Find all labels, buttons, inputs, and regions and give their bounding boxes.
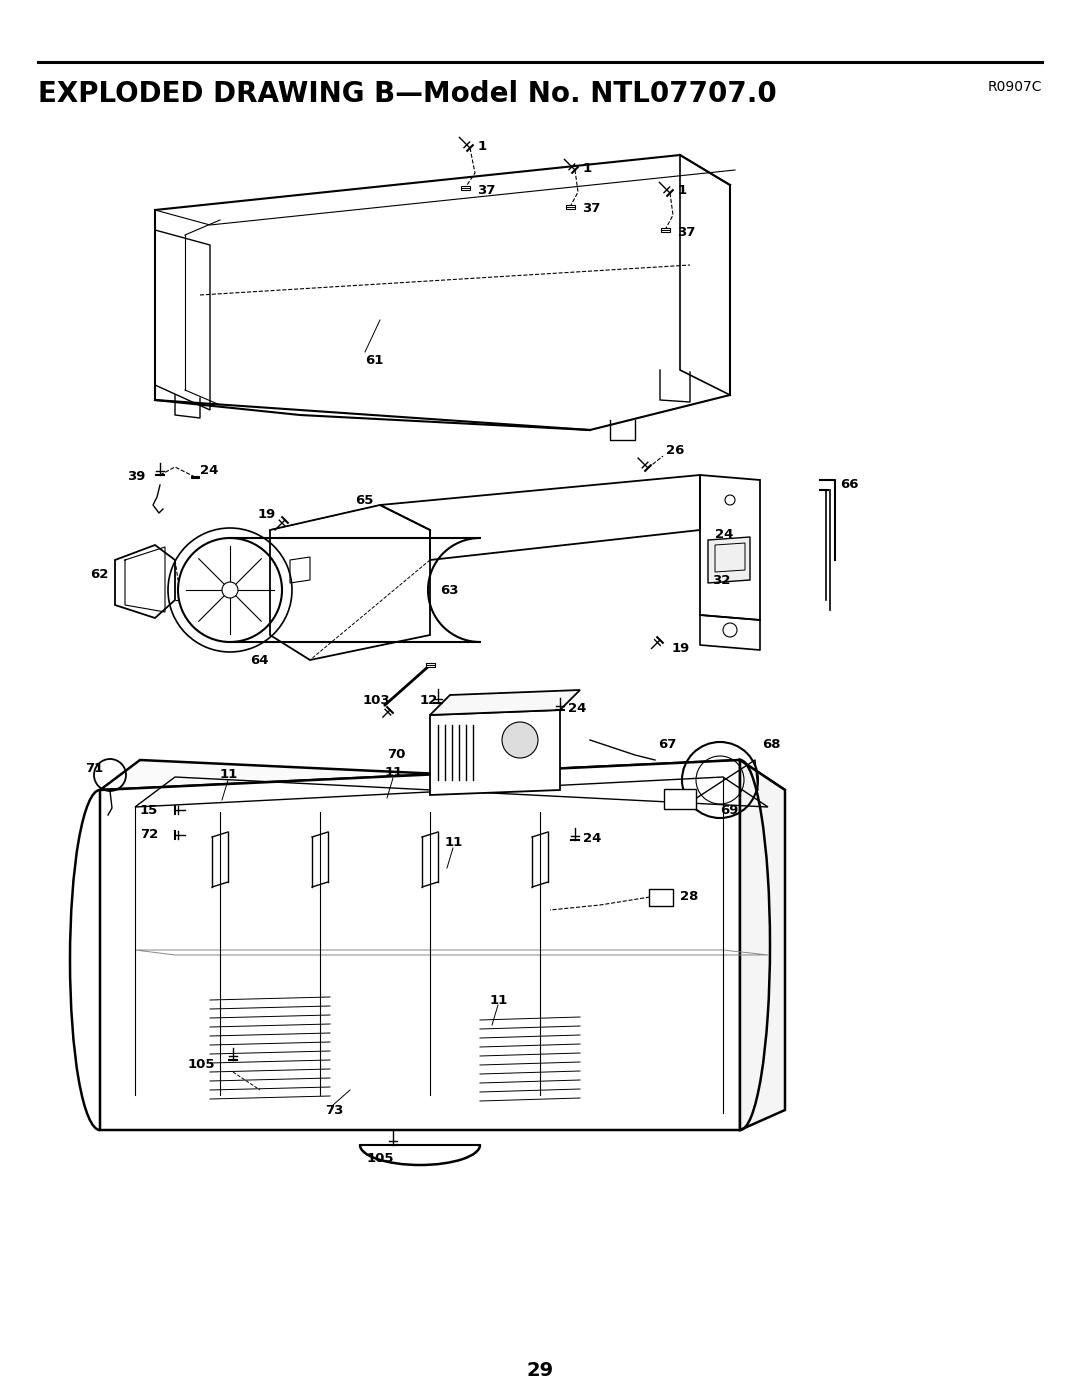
Text: 39: 39 bbox=[127, 471, 146, 483]
Text: 37: 37 bbox=[477, 183, 496, 197]
Text: 29: 29 bbox=[526, 1361, 554, 1379]
Text: 73: 73 bbox=[325, 1104, 343, 1116]
Polygon shape bbox=[100, 760, 740, 1130]
Text: 69: 69 bbox=[720, 803, 739, 816]
Text: 1: 1 bbox=[678, 184, 687, 197]
Text: 105: 105 bbox=[366, 1151, 394, 1165]
Text: 66: 66 bbox=[840, 479, 859, 492]
Text: 19: 19 bbox=[258, 509, 276, 521]
Text: 65: 65 bbox=[355, 493, 374, 507]
Circle shape bbox=[502, 722, 538, 759]
Text: 70: 70 bbox=[387, 749, 405, 761]
FancyBboxPatch shape bbox=[664, 789, 696, 809]
Text: 72: 72 bbox=[139, 828, 158, 841]
Text: 24: 24 bbox=[568, 701, 586, 714]
Polygon shape bbox=[430, 690, 580, 715]
Polygon shape bbox=[430, 710, 561, 795]
FancyBboxPatch shape bbox=[191, 475, 199, 478]
Text: 1: 1 bbox=[583, 162, 592, 175]
Text: 37: 37 bbox=[582, 203, 600, 215]
Text: 67: 67 bbox=[658, 739, 676, 752]
Text: 24: 24 bbox=[200, 464, 218, 476]
Text: 32: 32 bbox=[712, 574, 730, 587]
Text: 37: 37 bbox=[677, 225, 696, 239]
Text: 11: 11 bbox=[220, 768, 239, 781]
Text: 11: 11 bbox=[445, 837, 463, 849]
FancyBboxPatch shape bbox=[426, 664, 434, 666]
Circle shape bbox=[222, 583, 238, 598]
FancyBboxPatch shape bbox=[460, 186, 470, 190]
Text: 24: 24 bbox=[583, 831, 602, 845]
Text: 28: 28 bbox=[680, 890, 699, 904]
Text: 11: 11 bbox=[384, 767, 403, 780]
FancyBboxPatch shape bbox=[566, 205, 575, 208]
Text: 24: 24 bbox=[715, 528, 733, 542]
Text: 62: 62 bbox=[90, 569, 108, 581]
Text: EXPLODED DRAWING B—Model No. NTL07707.0: EXPLODED DRAWING B—Model No. NTL07707.0 bbox=[38, 80, 777, 108]
Text: 1: 1 bbox=[478, 140, 487, 152]
FancyBboxPatch shape bbox=[649, 888, 673, 907]
Text: 105: 105 bbox=[188, 1059, 215, 1071]
Text: 15: 15 bbox=[139, 803, 158, 816]
Text: 61: 61 bbox=[365, 353, 383, 366]
FancyBboxPatch shape bbox=[661, 228, 670, 232]
Text: 63: 63 bbox=[440, 584, 459, 597]
Polygon shape bbox=[100, 760, 785, 789]
Text: 12: 12 bbox=[420, 693, 438, 707]
Text: R0907C: R0907C bbox=[987, 80, 1042, 94]
Text: 26: 26 bbox=[666, 443, 685, 457]
Polygon shape bbox=[740, 760, 785, 1130]
Text: 64: 64 bbox=[249, 654, 269, 666]
Polygon shape bbox=[708, 536, 750, 583]
Text: 19: 19 bbox=[672, 641, 690, 655]
Text: 68: 68 bbox=[762, 739, 781, 752]
Text: 71: 71 bbox=[85, 761, 104, 774]
Text: 103: 103 bbox=[363, 693, 390, 707]
Text: 11: 11 bbox=[490, 993, 509, 1006]
